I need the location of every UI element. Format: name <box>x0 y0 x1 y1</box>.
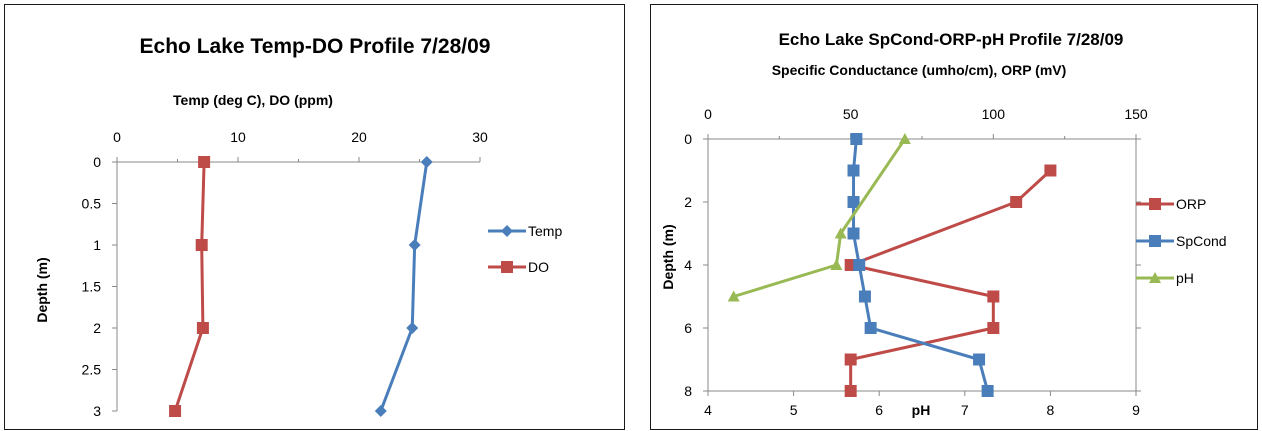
data-point-temp <box>408 239 421 251</box>
data-point-do <box>196 322 209 334</box>
data-point-temp <box>420 156 433 168</box>
y-tick-label: 0 <box>93 154 101 170</box>
data-point-spcond <box>850 133 863 145</box>
x-bottom-tick-label: 8 <box>1047 402 1055 418</box>
spcond-orp-ph-chart-svg: Echo Lake SpCond-ORP-pH Profile 7/28/09 … <box>660 30 1227 418</box>
x-top-axis-title: Specific Conductance (umho/cm), ORP (mV) <box>772 62 1067 78</box>
x-top-tick-label: 150 <box>1124 106 1148 122</box>
y-tick-label: 3 <box>93 403 101 419</box>
y-tick-label: 0 <box>684 131 692 147</box>
spcond-orp-ph-chart: Echo Lake SpCond-ORP-pH Profile 7/28/09 … <box>650 4 1258 430</box>
data-point-ph <box>830 259 843 270</box>
legend-marker-temp <box>501 225 513 237</box>
y-tick-label: 0.5 <box>82 196 102 212</box>
data-point-orp <box>844 353 857 366</box>
data-point-ph <box>727 290 740 302</box>
data-point-temp <box>406 322 419 334</box>
data-point-orp <box>987 290 1000 303</box>
data-point-temp <box>374 405 387 417</box>
y-axis-title: Depth (m) <box>34 257 50 322</box>
y-tick-label: 4 <box>684 257 692 273</box>
chart-title: Echo Lake SpCond-ORP-pH Profile 7/28/09 <box>779 30 1124 49</box>
x-axis-title: Temp (deg C), DO (ppm) <box>173 92 333 108</box>
data-point-ph <box>898 133 911 144</box>
chart-title: Echo Lake Temp-DO Profile 7/28/09 <box>140 35 491 58</box>
x-bottom-axis-title: pH <box>912 402 931 418</box>
y-tick-label: 6 <box>684 320 692 336</box>
data-point-spcond <box>847 164 860 177</box>
data-point-spcond <box>847 227 860 240</box>
data-point-spcond <box>981 385 994 397</box>
legend-label-temp: Temp <box>528 223 562 239</box>
x-top-tick-label: 30 <box>472 129 488 145</box>
y-tick-label: 2 <box>93 320 101 336</box>
data-point-do <box>169 405 182 417</box>
y-axis-title: Depth (m) <box>660 224 676 289</box>
data-point-orp <box>987 322 1000 334</box>
legend-marker-do <box>501 261 513 273</box>
data-point-spcond <box>864 322 877 334</box>
data-point-spcond <box>847 196 860 208</box>
x-bottom-tick-label: 6 <box>875 402 883 418</box>
temp-do-chart-svg: Echo Lake Temp-DO Profile 7/28/09 Temp (… <box>34 35 562 419</box>
x-top-tick-label: 0 <box>113 129 121 145</box>
data-point-spcond <box>853 259 866 271</box>
data-point-orp <box>1044 164 1057 177</box>
x-bottom-tick-label: 5 <box>790 402 798 418</box>
data-point-do <box>198 156 211 168</box>
data-point-spcond <box>858 290 871 303</box>
data-point-orp <box>1010 196 1023 208</box>
y-tick-label: 8 <box>684 383 692 399</box>
y-tick-label: 1 <box>93 237 101 253</box>
legend-label-do: DO <box>528 259 549 275</box>
data-point-ph <box>834 227 847 239</box>
legend-label-orp: ORP <box>1176 196 1206 212</box>
x-top-tick-label: 10 <box>230 129 246 145</box>
y-tick-label: 2 <box>684 194 692 210</box>
x-top-tick-label: 50 <box>843 106 859 122</box>
y-tick-label: 1.5 <box>82 279 102 295</box>
x-top-tick-label: 100 <box>982 106 1006 122</box>
series-line-do <box>173 161 206 412</box>
legend-label-ph: pH <box>1176 270 1194 286</box>
x-bottom-tick-label: 9 <box>1132 402 1140 418</box>
data-point-do <box>195 239 208 251</box>
y-tick-label: 2.5 <box>82 362 102 378</box>
series-line-ph <box>733 138 907 298</box>
x-top-tick-label: 20 <box>351 129 367 145</box>
legend-marker-spcond <box>1149 235 1161 247</box>
legend-marker-ph <box>1149 272 1161 283</box>
data-point-orp <box>844 385 857 397</box>
x-bottom-tick-label: 7 <box>961 402 969 418</box>
legend-label-spcond: SpCond <box>1176 233 1227 249</box>
x-bottom-tick-label: 4 <box>704 402 712 418</box>
temp-do-chart: Echo Lake Temp-DO Profile 7/28/09 Temp (… <box>4 4 625 430</box>
x-top-tick-label: 0 <box>704 106 712 122</box>
legend-marker-orp <box>1149 198 1161 210</box>
series-line-temp <box>379 161 429 412</box>
data-point-spcond <box>973 353 986 366</box>
